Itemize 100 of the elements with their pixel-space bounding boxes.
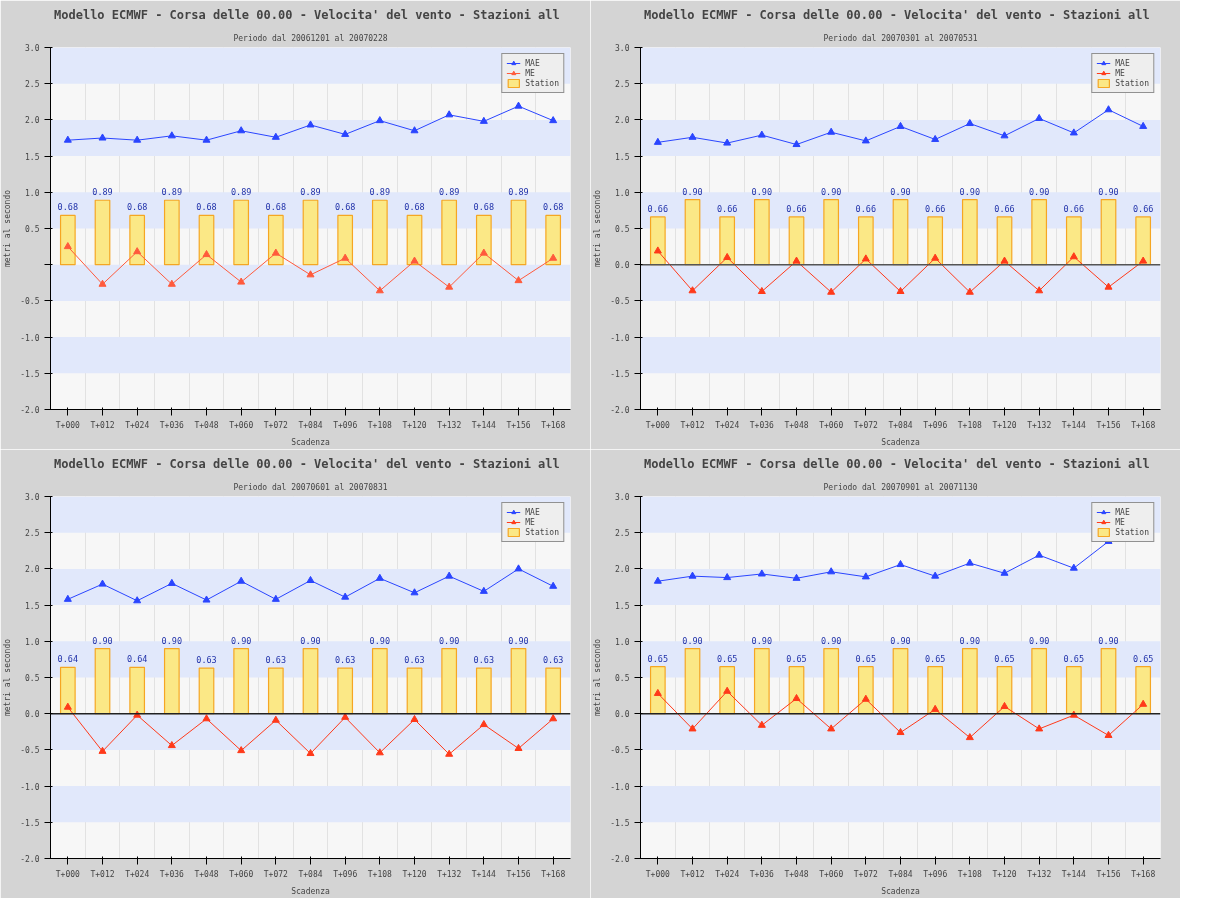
x-tick-label: T+168 [541, 869, 566, 879]
data-label: 0.90 [890, 635, 911, 646]
x-tick-label: T+096 [923, 420, 948, 430]
x-tick-label: T+024 [125, 869, 150, 879]
x-tick-label: T+084 [298, 869, 323, 879]
data-label: 0.90 [438, 635, 460, 646]
x-tick-label: T+156 [1096, 420, 1121, 430]
data-label: 0.68 [334, 202, 356, 213]
data-label: 0.90 [161, 635, 183, 646]
data-label: 0.66 [855, 203, 877, 214]
x-tick-label: T+156 [506, 869, 531, 879]
x-tick-label: T+048 [194, 420, 219, 430]
data-label: 0.90 [369, 635, 391, 646]
y-tick-label: -1.5 [20, 369, 40, 379]
data-label: 0.66 [994, 203, 1015, 214]
data-label: 0.90 [300, 635, 321, 646]
data-label: 0.90 [230, 635, 252, 646]
chart-subtitle: Periodo dal 20070901 al 20071130 [823, 482, 978, 492]
x-tick-label: T+072 [853, 869, 879, 879]
x-tick-label: T+132 [437, 420, 462, 430]
y-tick-label: 0.5 [615, 674, 630, 683]
y-tick-label: 3.0 [25, 493, 40, 502]
y-axis-title: metri al secondo [3, 189, 13, 268]
y-tick-label: 1.0 [615, 188, 630, 198]
y-axis-title: metri al secondo [593, 638, 603, 717]
x-tick-label: T+132 [1027, 869, 1052, 879]
data-label: 0.63 [196, 655, 217, 666]
x-tick-label: T+120 [402, 420, 427, 430]
x-tick-label: T+156 [506, 420, 531, 430]
y-tick-label: 3.0 [615, 44, 630, 53]
x-axis-title: Scadenza [881, 437, 920, 447]
y-tick-label: -1.0 [20, 333, 40, 343]
x-tick-label: T+156 [1096, 869, 1121, 879]
data-label: 0.68 [265, 202, 287, 213]
data-label: 0.89 [369, 187, 391, 198]
y-tick-label: -0.5 [610, 746, 630, 756]
data-label: 0.90 [92, 635, 113, 646]
data-label: 0.66 [1132, 203, 1154, 214]
legend-label: MAE [525, 507, 541, 517]
legend-label: Station [1115, 527, 1149, 537]
y-tick-label: 1.0 [25, 188, 40, 198]
x-tick-label: T+036 [749, 420, 775, 430]
x-tick-label: T+132 [437, 869, 462, 879]
x-tick-label: T+036 [159, 420, 185, 430]
x-tick-label: T+132 [1027, 420, 1052, 430]
x-tick-label: T+144 [471, 420, 497, 430]
data-label: 0.63 [334, 655, 356, 666]
data-label: 0.90 [682, 186, 703, 197]
data-label: 0.65 [1132, 653, 1154, 664]
legend-label: Station [525, 78, 559, 88]
y-tick-label: -2.0 [20, 855, 40, 864]
y-tick-label: 2.5 [615, 80, 630, 90]
x-tick-label: T+084 [888, 420, 913, 430]
data-label: 0.66 [716, 203, 738, 214]
data-label: 0.89 [438, 187, 460, 198]
y-tick-label: 1.0 [615, 637, 630, 647]
data-label: 0.68 [473, 202, 495, 213]
x-axis-title: Scadenza [881, 886, 920, 896]
data-label: 0.63 [404, 655, 425, 666]
x-tick-label: T+108 [367, 869, 393, 879]
x-tick-label: T+120 [402, 869, 427, 879]
x-tick-label: T+084 [298, 420, 323, 430]
y-tick-label: 0.5 [25, 225, 40, 234]
y-tick-label: 2.5 [615, 529, 630, 539]
data-label: 0.66 [647, 203, 669, 214]
data-label: 0.66 [786, 203, 807, 214]
x-tick-label: T+168 [541, 420, 566, 430]
chart-subtitle: Periodo dal 20070301 al 20070531 [823, 33, 978, 43]
data-label: 0.90 [508, 635, 529, 646]
data-label: 0.65 [924, 653, 946, 664]
data-label: 0.64 [57, 654, 79, 665]
data-label: 0.90 [751, 635, 773, 646]
y-tick-label: 1.5 [615, 152, 630, 162]
chart-title: Modello ECMWF - Corsa delle 00.00 - Velocita' del vento - Stazioni all [644, 7, 1150, 22]
x-tick-label: T+048 [784, 869, 809, 879]
x-tick-label: T+108 [367, 420, 393, 430]
data-label: 0.66 [1063, 203, 1085, 214]
data-label: 0.90 [959, 186, 981, 197]
chart-title: Modello ECMWF - Corsa delle 00.00 - Velocita' del vento - Stazioni all [54, 456, 560, 471]
x-tick-label: T+012 [680, 869, 705, 879]
x-tick-label: T+000 [645, 869, 671, 879]
data-label: 0.68 [126, 202, 148, 213]
chart-subtitle: Periodo dal 20061201 al 20070228 [233, 33, 388, 43]
y-tick-label: 1.0 [25, 637, 40, 647]
x-tick-label: T+168 [1131, 869, 1156, 879]
legend-label: MAE [1115, 507, 1131, 517]
data-label: 0.89 [230, 187, 252, 198]
data-label: 0.90 [751, 186, 773, 197]
chart-title: Modello ECMWF - Corsa delle 00.00 - Velocita' del vento - Stazioni all [644, 456, 1150, 471]
x-tick-label: T+108 [957, 869, 983, 879]
legend-label: ME [525, 517, 536, 527]
y-tick-label: 1.5 [25, 152, 40, 162]
data-label: 0.90 [1028, 186, 1050, 197]
legend-label: ME [525, 68, 536, 78]
x-tick-label: T+060 [819, 869, 844, 879]
y-tick-label: -0.5 [610, 297, 630, 307]
data-label: 0.90 [820, 635, 842, 646]
x-tick-label: T+060 [819, 420, 844, 430]
x-tick-label: T+144 [471, 869, 497, 879]
legend-label: MAE [1115, 58, 1131, 68]
